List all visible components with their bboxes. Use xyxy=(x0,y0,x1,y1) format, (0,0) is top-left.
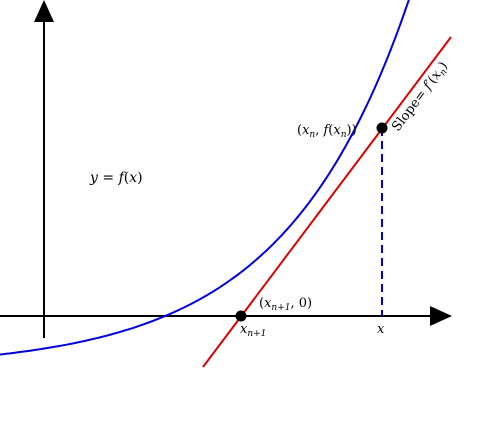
function-curve xyxy=(0,0,410,356)
point-xn-label: (xn, f(xn)) xyxy=(297,123,357,140)
point-xn xyxy=(376,122,388,134)
slope-label: Slope= f′(xn) xyxy=(389,59,453,136)
y-axis-arrowhead xyxy=(34,0,54,22)
function-label: y = f(x) xyxy=(89,170,143,186)
tick-label-xn1: xn+1 xyxy=(240,322,266,339)
x-axis-arrowhead xyxy=(430,306,452,326)
tick-label-xn: x xyxy=(377,322,385,337)
point-root xyxy=(235,310,247,322)
point-root-label: (xn+1, 0) xyxy=(259,296,312,313)
